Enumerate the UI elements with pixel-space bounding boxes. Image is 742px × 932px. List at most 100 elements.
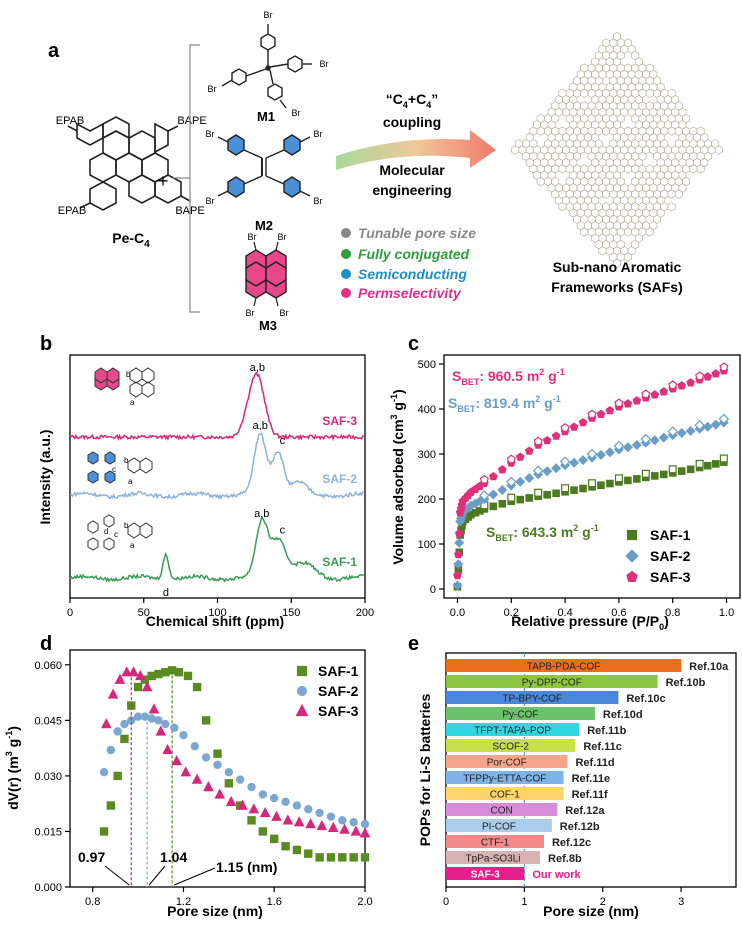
product-line-2: Frameworks (SAFs) [551, 279, 682, 295]
bet-desorb-SAF-2 [613, 440, 625, 452]
psd-point-SAF-2 [120, 719, 129, 729]
bet-desorb-SAF-3 [614, 398, 624, 408]
bet-point-SAF-2 [658, 432, 669, 443]
bar-category-label: CON [491, 806, 513, 817]
bar-ref-label: Our work [532, 869, 581, 881]
psd-point-SAF-1 [360, 853, 370, 862]
psd-xlabel: Pore size (nm) [167, 903, 263, 919]
saf3-structure [94, 367, 120, 391]
bet-chart: 0.0 0.2 0.4 0.6 0.8 1.0 0 100 200 300 400 500 SBET:… [389, 354, 741, 630]
psd-anno-115: 1.15 (nm) [216, 859, 277, 875]
psd-point-SAF-1 [120, 734, 129, 744]
bet-desorb-SAF-1 [507, 493, 516, 502]
saf3-pe-structure [129, 367, 155, 398]
bar-9 [446, 803, 558, 816]
bar-ref-label: Ref.10c [626, 693, 665, 705]
psd-point-SAF-3 [359, 827, 371, 838]
psd-point-SAF-3 [100, 718, 112, 729]
panel-a-scheme: EPAB BAPE EPAB BAPE Pe-C4 + Br Br Br Br … [56, 10, 723, 330]
m1-br-1: Br [264, 10, 273, 20]
bet-point-SAF-2 [542, 466, 553, 477]
psd-point-SAF-2 [235, 775, 245, 784]
nmr-anno: c [280, 435, 286, 447]
bar-5 [446, 739, 576, 752]
psd-point-SAF-2 [99, 768, 109, 777]
psd-anno-097: 0.97 [78, 849, 105, 865]
m1-br-3: Br [320, 59, 329, 69]
psd-point-SAF-3 [162, 744, 173, 755]
bet-desorb-SAF-1 [587, 479, 596, 488]
bet-point-SAF-1 [570, 486, 578, 494]
bet-point-SAF-3 [488, 471, 498, 481]
bar-category-label: SAF-3 [471, 870, 500, 881]
bet-point-SAF-1 [624, 476, 632, 485]
bet-legend-label: SAF-1 [650, 527, 691, 543]
psd-point-SAF-2 [161, 719, 170, 729]
psd-point-SAF-3 [141, 681, 153, 692]
psd-point-SAF-2 [326, 812, 336, 821]
psd-anno-104: 1.04 [160, 849, 187, 865]
panel-label-d: d [40, 633, 53, 655]
bar-category-label: TAPB-PDA-COF [527, 662, 601, 673]
psd-legend-label: SAF-2 [318, 683, 359, 699]
bet-point-SAF-2 [454, 537, 465, 548]
psd-point-SAF-3 [282, 814, 294, 825]
bet-point-SAF-1 [489, 502, 498, 511]
bar-xtick-label: 3 [678, 896, 684, 908]
bar-category-label: Por-COF [487, 758, 527, 769]
feature-list: Tunable pore size Fully conjugated Semic… [341, 225, 476, 301]
bar-8 [446, 787, 564, 800]
bet-point-SAF-1 [703, 461, 712, 470]
psd-point-SAF-3 [180, 766, 192, 777]
saf1-pos-a: a [130, 541, 135, 550]
psd-point-SAF-1 [258, 827, 268, 836]
psd-point-SAF-3 [339, 823, 350, 834]
bet-point-SAF-3 [659, 387, 669, 396]
nmr-xtick-label: 200 [356, 607, 374, 619]
bet-ytick-label: 200 [418, 494, 436, 506]
feature-text-3: Permselectivity [358, 285, 462, 301]
psd-point-SAF-2 [133, 712, 143, 721]
bet-legend-label: SAF-2 [650, 548, 691, 564]
monomer-bracket [189, 44, 200, 313]
bar-xtick-label: 0 [443, 896, 449, 908]
bet-ytick-label: 400 [418, 404, 436, 416]
psd-point-SAF-1 [224, 779, 234, 788]
bet-point-SAF-2 [452, 580, 463, 591]
bet-desorb-SAF-1 [561, 484, 570, 493]
bet-point-SAF-2 [702, 421, 713, 432]
bet-legend-marker [626, 529, 638, 541]
m2-br-3: Br [206, 196, 215, 206]
psd-point-SAF-2 [213, 760, 222, 769]
nmr-anno: a,b [250, 362, 265, 374]
psd-point-SAF-2 [224, 768, 234, 777]
bar-category-label: TP-BPY-COF [502, 694, 562, 705]
psd-point-SAF-3 [121, 666, 133, 677]
bet-point-SAF-1 [525, 494, 534, 502]
m1-br-4: Br [292, 108, 301, 118]
psd-point-SAF-1 [292, 845, 302, 855]
psd-legend-marker [296, 685, 308, 697]
reaction-arrow [336, 130, 496, 170]
bet-desorb-SAF-3 [506, 454, 516, 464]
bar-ref-label: Ref.10d [603, 709, 643, 721]
bar-xlabel: Pore size (nm) [543, 903, 639, 919]
psd-point-SAF-3 [259, 806, 271, 818]
bet-point-SAF-1 [579, 484, 587, 493]
psd-point-SAF-1 [99, 827, 109, 836]
bet-desorb-SAF-3 [479, 474, 489, 484]
nmr-xtick-label: 0 [67, 607, 73, 619]
bet-point-SAF-3 [677, 381, 686, 390]
bet-legend-label: SAF-3 [650, 569, 691, 585]
nmr-series-label: SAF-1 [322, 555, 357, 569]
bar-ref-label: Ref.12a [565, 805, 605, 817]
pe-label-tr: BAPE [177, 115, 206, 127]
psd-point-SAF-1 [213, 749, 222, 758]
psd-plot-frame [69, 649, 366, 888]
psd-point-SAF-3 [327, 821, 339, 832]
plus-sign: + [158, 171, 169, 191]
bet-point-SAF-3 [453, 549, 463, 559]
bet-point-SAF-1 [498, 500, 507, 508]
nmr-xtick-label: 150 [282, 607, 300, 619]
bet-desorb-SAF-1 [641, 469, 650, 478]
